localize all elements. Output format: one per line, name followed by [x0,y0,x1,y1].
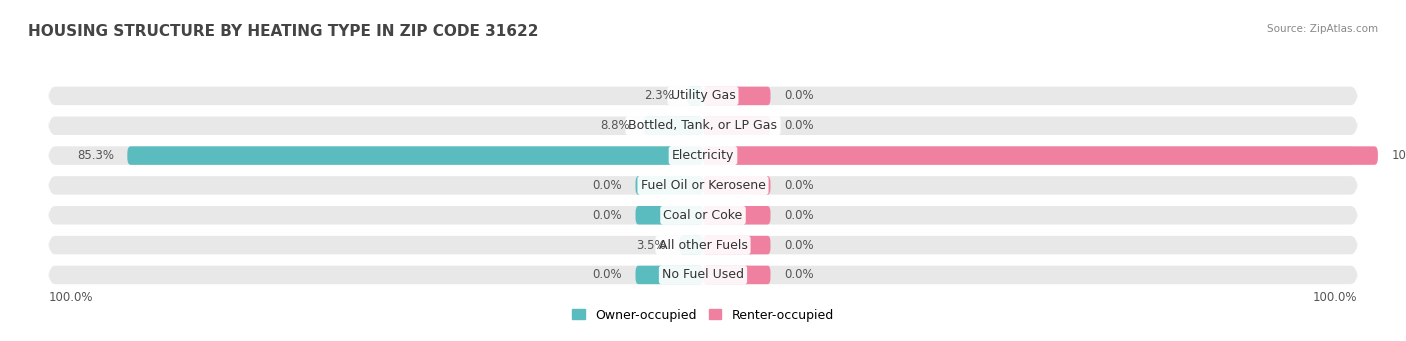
Text: Bottled, Tank, or LP Gas: Bottled, Tank, or LP Gas [628,119,778,132]
FancyBboxPatch shape [688,87,703,105]
FancyBboxPatch shape [703,266,770,284]
Legend: Owner-occupied, Renter-occupied: Owner-occupied, Renter-occupied [568,303,838,327]
Text: No Fuel Used: No Fuel Used [662,268,744,281]
FancyBboxPatch shape [128,146,703,165]
FancyBboxPatch shape [703,117,770,135]
Text: 0.0%: 0.0% [785,89,814,102]
Text: 8.8%: 8.8% [600,119,630,132]
FancyBboxPatch shape [48,146,1358,165]
FancyBboxPatch shape [48,206,1358,224]
Text: 3.5%: 3.5% [637,239,666,252]
Text: 0.0%: 0.0% [592,179,621,192]
Text: 2.3%: 2.3% [644,89,673,102]
FancyBboxPatch shape [48,117,1358,135]
Text: 100.0%: 100.0% [48,291,93,304]
FancyBboxPatch shape [636,266,703,284]
FancyBboxPatch shape [636,176,703,195]
FancyBboxPatch shape [48,87,1358,105]
Text: Utility Gas: Utility Gas [671,89,735,102]
FancyBboxPatch shape [48,236,1358,254]
Text: 0.0%: 0.0% [592,209,621,222]
FancyBboxPatch shape [703,206,770,224]
Text: 0.0%: 0.0% [592,268,621,281]
Text: 0.0%: 0.0% [785,239,814,252]
FancyBboxPatch shape [703,87,770,105]
Text: Coal or Coke: Coal or Coke [664,209,742,222]
Text: 85.3%: 85.3% [77,149,114,162]
Text: 0.0%: 0.0% [785,179,814,192]
FancyBboxPatch shape [636,206,703,224]
Text: 0.0%: 0.0% [785,119,814,132]
Text: HOUSING STRUCTURE BY HEATING TYPE IN ZIP CODE 31622: HOUSING STRUCTURE BY HEATING TYPE IN ZIP… [28,24,538,39]
FancyBboxPatch shape [703,236,770,254]
FancyBboxPatch shape [679,236,703,254]
FancyBboxPatch shape [703,146,1378,165]
Text: Fuel Oil or Kerosene: Fuel Oil or Kerosene [641,179,765,192]
Text: 100.0%: 100.0% [1392,149,1406,162]
Text: Electricity: Electricity [672,149,734,162]
Text: 0.0%: 0.0% [785,268,814,281]
FancyBboxPatch shape [48,266,1358,284]
Text: All other Fuels: All other Fuels [658,239,748,252]
FancyBboxPatch shape [703,176,770,195]
Text: 100.0%: 100.0% [1313,291,1358,304]
FancyBboxPatch shape [48,176,1358,195]
Text: 0.0%: 0.0% [785,209,814,222]
FancyBboxPatch shape [644,117,703,135]
Text: Source: ZipAtlas.com: Source: ZipAtlas.com [1267,24,1378,34]
